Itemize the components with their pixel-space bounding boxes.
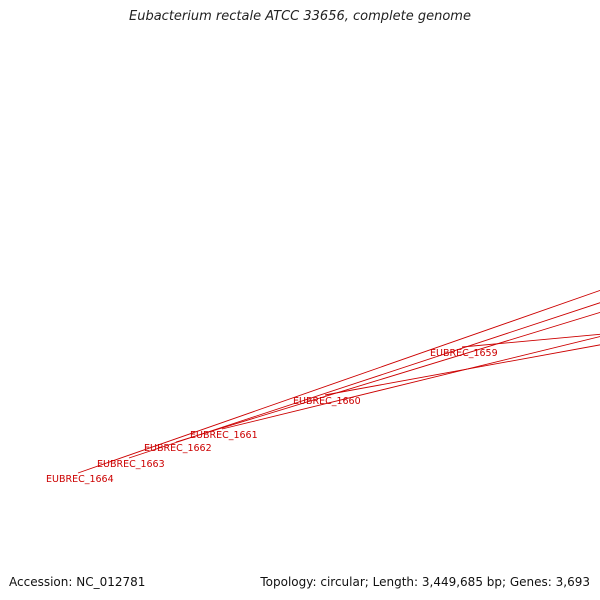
gene-label: EUBREC_1664: [46, 474, 114, 485]
gene-label: EUBREC_1659: [430, 348, 498, 359]
gene-label: EUBREC_1663: [97, 459, 165, 470]
gene-label: EUBREC_1662: [144, 443, 212, 454]
accession-label: Accession: NC_012781: [9, 575, 146, 589]
gene-label: EUBREC_1660: [293, 396, 361, 407]
map-title: Eubacterium rectale ATCC 33656, complete…: [129, 9, 471, 24]
gene-label: EUBREC_1661: [190, 430, 258, 441]
genome-stats-label: Topology: circular; Length: 3,449,685 bp…: [260, 575, 590, 589]
gene-label-leader: [221, 336, 600, 430]
gene-label-leader: [77, 289, 600, 474]
gene-label-leader: [461, 333, 600, 348]
gene-label-leader: [128, 302, 600, 459]
gene-label-leader: [175, 311, 600, 443]
gene-labels: EUBREC_1659 EUBREC_1660 EUBREC_1661 EUBREC_…: [46, 289, 600, 485]
gene-label-leader: [324, 344, 600, 396]
